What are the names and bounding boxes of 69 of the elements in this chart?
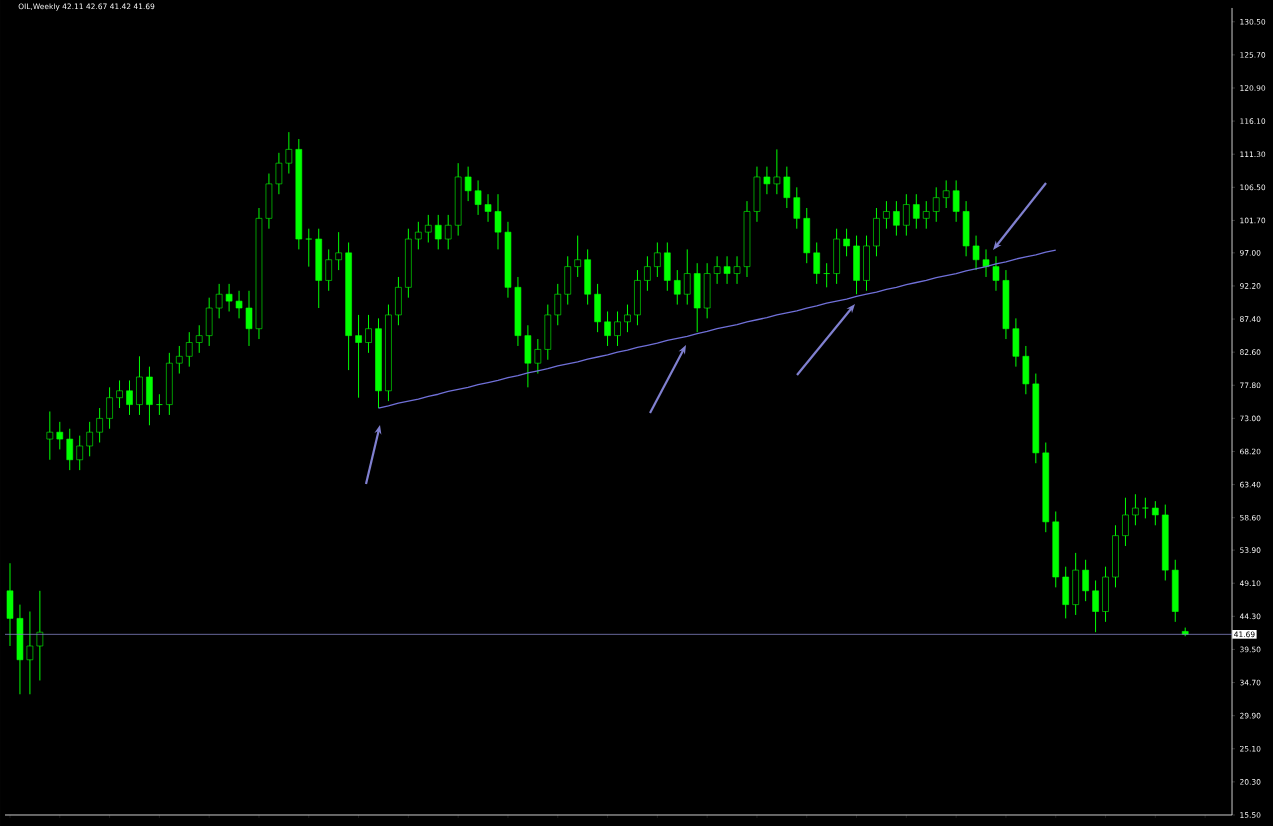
- candlestick: [932, 186, 940, 223]
- candlestick: [723, 255, 731, 285]
- candlestick: [992, 255, 1000, 292]
- candlestick: [922, 200, 930, 230]
- candlestick: [225, 283, 233, 312]
- candlestick: [1152, 500, 1159, 526]
- candlestick: [176, 345, 183, 375]
- candlestick: [484, 193, 492, 223]
- candlestick: [913, 193, 920, 230]
- candlestick: [604, 310, 611, 347]
- candlestick: [66, 428, 74, 471]
- candlestick: [116, 379, 123, 409]
- candlestick: [763, 166, 771, 195]
- candlestick: [654, 241, 661, 278]
- candlestick: [335, 231, 342, 271]
- candlestick: [305, 228, 313, 268]
- candlestick: [1122, 497, 1129, 547]
- candlestick: [982, 248, 990, 278]
- candlestick: [235, 290, 243, 319]
- candlestick: [783, 166, 791, 209]
- candlestick: [355, 314, 362, 399]
- candlestick: [325, 248, 332, 292]
- candlestick: [713, 255, 721, 285]
- candlestick: [285, 131, 293, 175]
- candlestick: [464, 166, 472, 202]
- candlestick: [215, 283, 223, 319]
- candlestick: [683, 248, 691, 306]
- candlestick: [574, 235, 581, 278]
- candlestick: [942, 179, 950, 209]
- candlestick: [425, 214, 432, 243]
- candlestick: [86, 421, 93, 457]
- candlestick: [843, 228, 850, 257]
- candlestick: [494, 193, 502, 250]
- candlestick: [185, 331, 193, 368]
- candlestick: [534, 338, 542, 375]
- candlestick: [444, 214, 452, 250]
- candlestick: [554, 283, 562, 326]
- candlestick: [365, 314, 372, 354]
- candlestick: [773, 148, 781, 195]
- candlestick: [434, 214, 442, 250]
- candlestick: [106, 386, 113, 430]
- candlestick: [614, 310, 621, 347]
- candlestick: [36, 590, 44, 681]
- candlestick: [624, 304, 631, 333]
- candlestick: [245, 290, 253, 347]
- candlestick: [883, 200, 890, 230]
- candlestick: [96, 407, 103, 444]
- candlestick: [76, 435, 83, 471]
- candlestick: [275, 152, 283, 195]
- candlestick: [126, 379, 133, 416]
- candlestick: [26, 611, 34, 695]
- candlestick: [195, 324, 203, 354]
- candlestick: [415, 221, 422, 250]
- candlestick: [813, 241, 820, 285]
- candlestick: [893, 200, 900, 237]
- candlestick: [56, 421, 64, 450]
- candlestick: [46, 410, 54, 461]
- candlestick: [1082, 559, 1089, 602]
- candlestick: [793, 186, 801, 230]
- candlestick: [644, 255, 651, 292]
- candlestick: [474, 179, 482, 216]
- candlestick: [1092, 579, 1099, 633]
- candlestick: [673, 269, 681, 306]
- candlestick: [1142, 497, 1149, 519]
- candlestick: [1132, 493, 1139, 526]
- candlestick: [952, 179, 960, 223]
- candlestick: [972, 235, 980, 271]
- candlestick: [903, 193, 910, 237]
- candlestick: [733, 255, 741, 285]
